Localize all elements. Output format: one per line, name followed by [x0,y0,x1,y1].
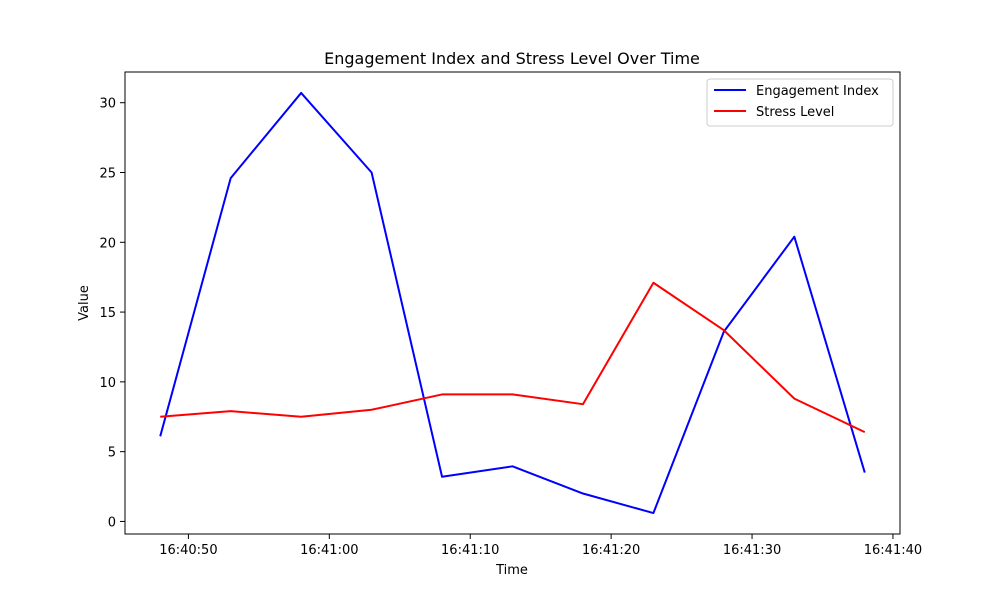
y-tick-label: 30 [99,97,116,112]
plot-frame [124,71,901,535]
y-tick-label: 0 [108,515,116,530]
x-tick-label: 16:40:50 [159,543,217,558]
plot-area [125,72,900,534]
legend-label-engagement-index: Engagement Index [756,84,879,99]
y-tick-label: 25 [99,166,116,181]
x-tick-label: 16:41:00 [300,543,358,558]
x-tick-label: 16:41:20 [582,543,640,558]
legend: Engagement Index Stress Level [706,78,894,127]
x-axis: 16:40:50 16:41:00 16:41:10 16:41:20 16:41:30… [159,534,922,558]
y-tick-label: 10 [99,376,116,391]
y-tick-label: 15 [99,306,116,321]
series-layer [159,91,866,515]
y-axis-label: Value [77,285,92,321]
legend-box [706,78,894,127]
y-axis: 0 5 10 15 20 25 30 [99,97,125,530]
series-line-stress-level [160,281,866,434]
chart-title: Engagement Index and Stress Level Over T… [324,49,700,68]
x-axis-label: Time [495,563,528,578]
y-tick-label: 5 [108,446,116,461]
legend-label-stress-level: Stress Level [756,105,834,120]
x-tick-label: 16:41:30 [723,543,781,558]
x-tick-label: 16:41:40 [864,543,922,558]
series-line-engagement-index [159,91,866,515]
x-tick-label: 16:41:10 [441,543,499,558]
y-tick-label: 20 [99,236,116,251]
